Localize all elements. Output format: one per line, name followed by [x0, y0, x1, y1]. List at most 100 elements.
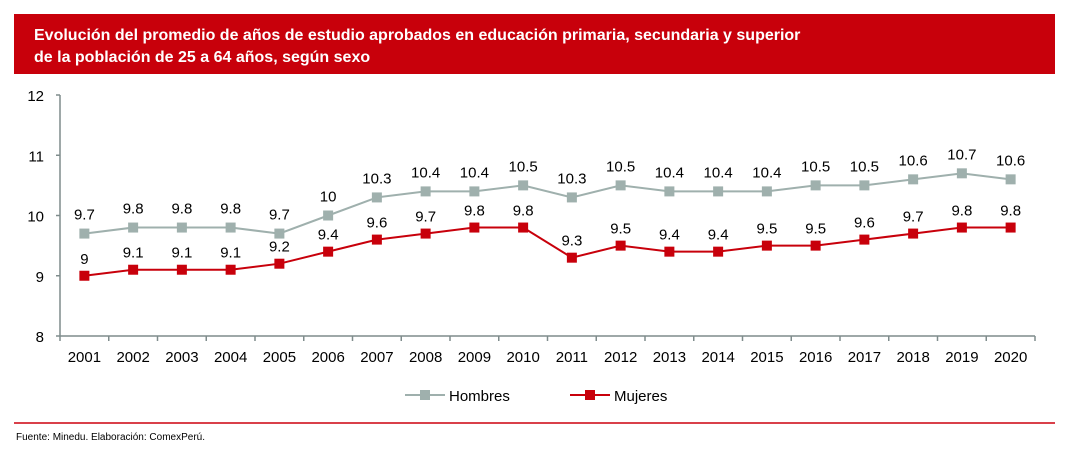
data-label: 9.5 — [610, 221, 631, 238]
data-point — [176, 222, 187, 233]
x-tick-label: 2003 — [165, 349, 198, 366]
data-label: 10.3 — [557, 170, 586, 187]
data-point — [1005, 222, 1016, 233]
data-label: 9.8 — [171, 201, 192, 218]
data-label: 9.8 — [1000, 203, 1021, 220]
data-point — [323, 210, 334, 221]
data-label: 9.6 — [366, 215, 387, 232]
legend-label: Hombres — [449, 388, 510, 405]
x-tick-label: 2006 — [311, 349, 344, 366]
data-label: 9.1 — [220, 245, 241, 262]
data-point — [956, 222, 967, 233]
data-point — [761, 186, 772, 197]
data-label: 10.3 — [362, 170, 391, 187]
x-tick-label: 2018 — [896, 349, 929, 366]
x-tick-label: 2013 — [653, 349, 686, 366]
y-tick-label: 8 — [36, 329, 44, 346]
data-label: 9.7 — [269, 207, 290, 224]
x-tick-label: 2014 — [701, 349, 734, 366]
data-label: 10.4 — [655, 164, 684, 181]
data-point — [225, 264, 236, 275]
data-label: 10.6 — [899, 152, 928, 169]
data-label: 9.4 — [708, 227, 729, 244]
data-label: 9.5 — [756, 221, 777, 238]
data-point — [664, 246, 675, 257]
data-label: 9.8 — [513, 203, 534, 220]
data-point — [908, 228, 919, 239]
data-label: 10.4 — [752, 164, 781, 181]
data-point — [810, 180, 821, 191]
data-label: 9.1 — [123, 245, 144, 262]
x-tick-label: 2016 — [799, 349, 832, 366]
y-tick-label: 12 — [27, 88, 44, 105]
data-label: 9.1 — [171, 245, 192, 262]
x-tick-label: 2009 — [458, 349, 491, 366]
data-point — [469, 186, 480, 197]
x-tick-label: 2012 — [604, 349, 637, 366]
data-label: 10.4 — [411, 164, 440, 181]
chart-title-line2: de la población de 25 a 64 años, según s… — [34, 49, 371, 66]
data-point — [956, 168, 967, 179]
chart-title-line1: Evolución del promedio de años de estudi… — [34, 27, 801, 44]
data-point — [615, 240, 626, 251]
data-point — [225, 222, 236, 233]
data-point — [859, 234, 870, 245]
data-point — [518, 222, 529, 233]
data-label: 9.7 — [903, 209, 924, 226]
data-point — [469, 222, 480, 233]
footer-divider — [14, 422, 1055, 424]
data-label: 9.2 — [269, 239, 290, 256]
x-tick-label: 2020 — [994, 349, 1027, 366]
line-chart: 8 9 10 11 12 2001 2002 2003 2004 2005 2006 2007 2008… — [27, 88, 1036, 405]
data-label: 10 — [320, 189, 337, 206]
x-tick-label: 2001 — [68, 349, 101, 366]
data-point — [664, 186, 675, 197]
x-tick-label: 2015 — [750, 349, 783, 366]
data-point — [713, 246, 724, 257]
x-tick-label: 2005 — [263, 349, 296, 366]
data-label: 10.5 — [509, 158, 538, 175]
x-tick-label: 2019 — [945, 349, 978, 366]
data-label: 9.8 — [220, 201, 241, 218]
data-label: 9.7 — [74, 207, 95, 224]
data-point — [79, 228, 90, 239]
data-point — [615, 180, 626, 191]
data-point — [566, 192, 577, 203]
data-label: 9.4 — [318, 227, 339, 244]
data-label: 9.5 — [805, 221, 826, 238]
data-label: 9.8 — [464, 203, 485, 220]
data-label: 9 — [80, 251, 88, 268]
legend-marker — [585, 390, 595, 400]
x-tick-label: 2004 — [214, 349, 247, 366]
data-label: 9.4 — [659, 227, 680, 244]
data-point — [274, 228, 285, 239]
data-point — [79, 270, 90, 281]
data-point — [518, 180, 529, 191]
data-point — [859, 180, 870, 191]
data-label: 10.5 — [606, 158, 635, 175]
data-point — [810, 240, 821, 251]
data-point — [128, 222, 139, 233]
x-tick-label: 2002 — [116, 349, 149, 366]
data-point — [371, 192, 382, 203]
data-point — [176, 264, 187, 275]
data-point — [908, 174, 919, 185]
data-point — [713, 186, 724, 197]
y-tick-label: 9 — [36, 269, 44, 286]
series-line-mujeres — [84, 226, 1011, 277]
data-label: 9.8 — [951, 203, 972, 220]
title-banner: Evolución del promedio de años de estudi… — [14, 14, 1055, 74]
series-line-hombres — [84, 172, 1011, 235]
y-tick-label: 11 — [28, 148, 44, 165]
data-label: 10.6 — [996, 152, 1025, 169]
x-tick-label: 2011 — [556, 349, 588, 366]
x-tick-label: 2007 — [360, 349, 393, 366]
y-tick-label: 10 — [27, 209, 44, 226]
x-tick-label: 2017 — [848, 349, 881, 366]
data-point — [323, 246, 334, 257]
data-point — [274, 258, 285, 269]
data-label: 10.4 — [460, 164, 489, 181]
data-label: 9.8 — [123, 201, 144, 218]
data-point — [566, 252, 577, 263]
